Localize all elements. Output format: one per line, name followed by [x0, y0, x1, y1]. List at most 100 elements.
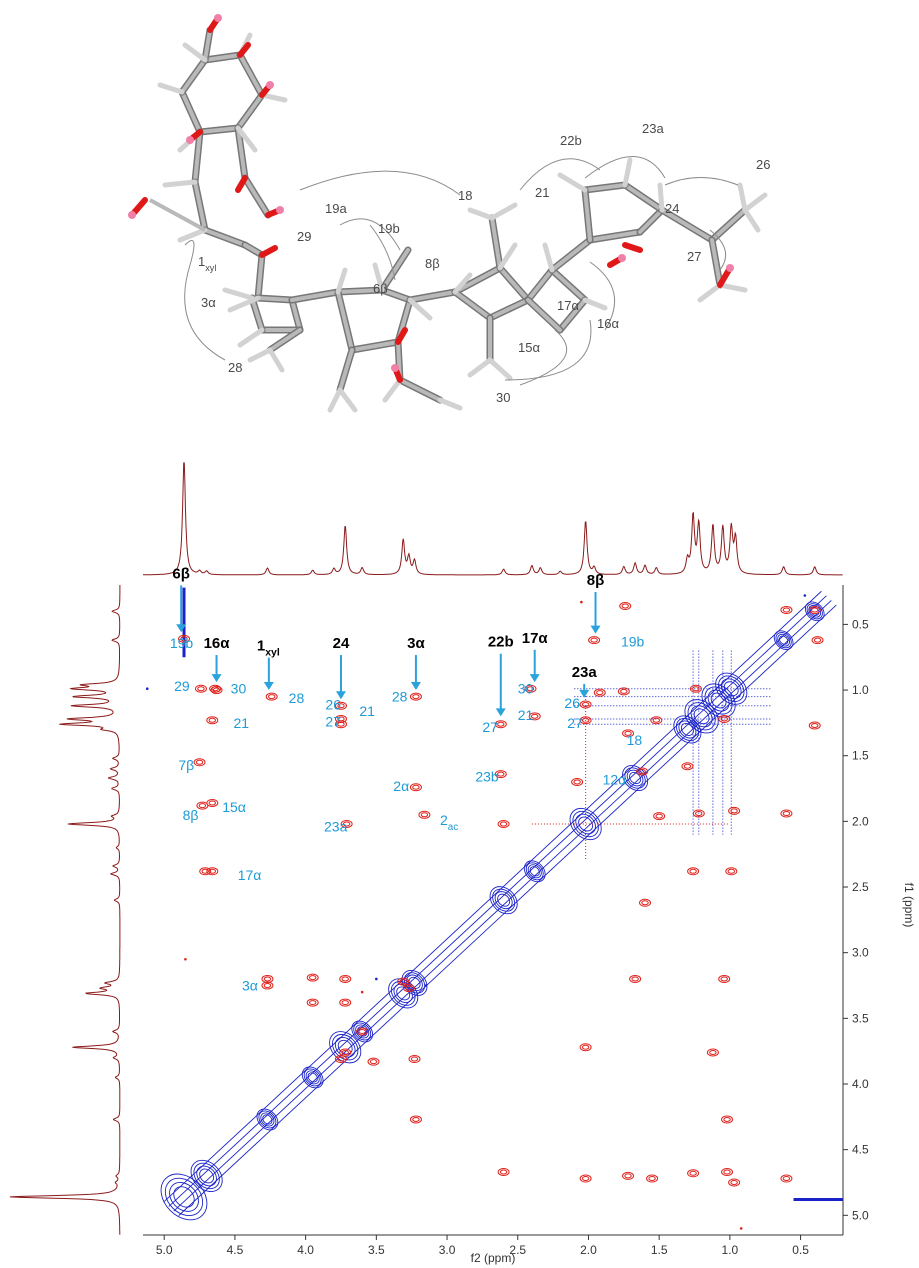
molecule-label: 24	[665, 201, 679, 216]
bond	[198, 126, 240, 134]
diagonal-ridge	[178, 604, 837, 1216]
hydroxyl-h	[618, 254, 626, 262]
arrow-label-sub: 1xyl	[257, 638, 280, 659]
diagonal-peak-contour	[527, 864, 542, 879]
molecule-sticks	[128, 14, 768, 413]
diagonal-peak-contour	[701, 683, 736, 718]
cross-peak	[808, 721, 821, 730]
x-axis-title: f2 (ppm)	[471, 1251, 516, 1265]
diagonal-peak-contour	[572, 810, 599, 838]
arrow-head	[211, 674, 222, 683]
cross-peak-inner	[730, 1179, 738, 1185]
bond	[558, 298, 587, 332]
bond	[180, 90, 202, 134]
noe-arc	[519, 158, 601, 191]
cross-peak	[206, 716, 219, 725]
y-tick-label: 3.5	[852, 1011, 869, 1025]
cross-peak-inner	[581, 717, 590, 723]
x-ticks: 5.0 4.5 4.0 3.5 3.0 2.5 2.0 1.5 1.0 0.5	[156, 1235, 809, 1257]
noe-arc	[519, 329, 568, 386]
cross-peak	[689, 684, 702, 693]
molecule-label: 30	[496, 390, 510, 405]
hydrogen-bond	[237, 327, 265, 348]
arrow-label: 23a	[572, 664, 598, 681]
noe-arc	[584, 156, 666, 179]
bond	[193, 130, 202, 184]
cross-peak	[340, 819, 353, 828]
y-tick-label: 3.0	[852, 946, 869, 960]
hydrogen-bond	[467, 207, 495, 221]
oxygen-bond	[259, 245, 278, 258]
cross-peak	[725, 867, 738, 876]
diagonal-peak-contour	[773, 630, 794, 650]
cross-peak-inner	[590, 637, 598, 643]
bond	[710, 238, 722, 287]
arrow-label-sub-main: 1	[257, 638, 265, 655]
hydrogen-bond	[557, 172, 588, 193]
peak-label: 30	[231, 681, 247, 697]
cross-peak	[193, 758, 206, 767]
proton-spectrum-top	[143, 462, 843, 576]
oxygen-bond	[235, 175, 248, 193]
cross-peak	[408, 1055, 421, 1064]
bond	[488, 298, 530, 320]
bond	[338, 348, 354, 392]
cross-peak-inner	[526, 686, 535, 692]
molecule-label: 27	[687, 249, 701, 264]
hydrogen-bond	[717, 282, 748, 293]
diagonal-peak-contour	[578, 816, 594, 832]
cross-peak-inner	[358, 1028, 366, 1034]
cross-peak-inner	[308, 975, 317, 981]
cross-peak-inner	[212, 687, 221, 693]
cross-peak	[409, 783, 422, 792]
cross-peak	[653, 812, 666, 821]
cross-peak-inner	[782, 810, 791, 816]
noise-dots	[145, 594, 807, 1230]
cross-peak	[339, 998, 352, 1007]
cross-peak-inner	[727, 868, 735, 874]
cross-peak	[728, 806, 741, 815]
arrow-head	[590, 625, 601, 634]
diagonal-peak-contour	[529, 866, 540, 877]
noise-streaks	[531, 650, 773, 861]
hydrogen-bond	[235, 125, 258, 153]
noise-dot	[580, 600, 583, 604]
cross-peak	[194, 684, 207, 693]
diagonal-peak-contour	[497, 893, 511, 907]
diagonal-peak-contour	[355, 1024, 370, 1039]
cross-peak	[622, 729, 635, 738]
cross-peak	[199, 867, 212, 876]
cross-peak	[356, 1027, 369, 1036]
cross-peak	[721, 1115, 734, 1124]
cross-peak	[593, 688, 606, 697]
cross-peak	[339, 974, 352, 983]
diagonal-peak-contour	[160, 1173, 208, 1221]
hydrogen-bond	[487, 357, 513, 381]
bond	[350, 340, 400, 352]
x-tick-label: 0.5	[792, 1243, 809, 1257]
diagonal-peak-contour	[675, 717, 699, 741]
cross-peak-inner	[405, 985, 413, 991]
cross-peak	[681, 762, 694, 771]
x-tick-label: 4.0	[297, 1243, 314, 1257]
cross-peak	[811, 636, 824, 645]
cross-peak	[579, 716, 592, 725]
bond	[623, 183, 664, 212]
cross-peak-inner	[581, 701, 590, 707]
cross-peak	[646, 1174, 659, 1183]
diagonal-peak-contour	[169, 1182, 199, 1212]
diagonal-ridge	[168, 595, 827, 1207]
cross-peak-inner	[497, 771, 505, 777]
peak-label: 15α	[222, 799, 246, 815]
cross-peak	[206, 867, 219, 876]
noe-arc	[184, 264, 226, 361]
molecule-label: 26	[756, 157, 770, 172]
noe-arc	[369, 224, 396, 281]
cross-peak-inner	[267, 694, 276, 700]
bond	[588, 230, 642, 242]
peak-label: 12α	[603, 771, 627, 787]
peak-label: 2α	[393, 778, 409, 794]
peak-label: 3α	[242, 978, 258, 994]
bond	[290, 290, 340, 302]
arrow-label: 16α	[204, 635, 231, 652]
